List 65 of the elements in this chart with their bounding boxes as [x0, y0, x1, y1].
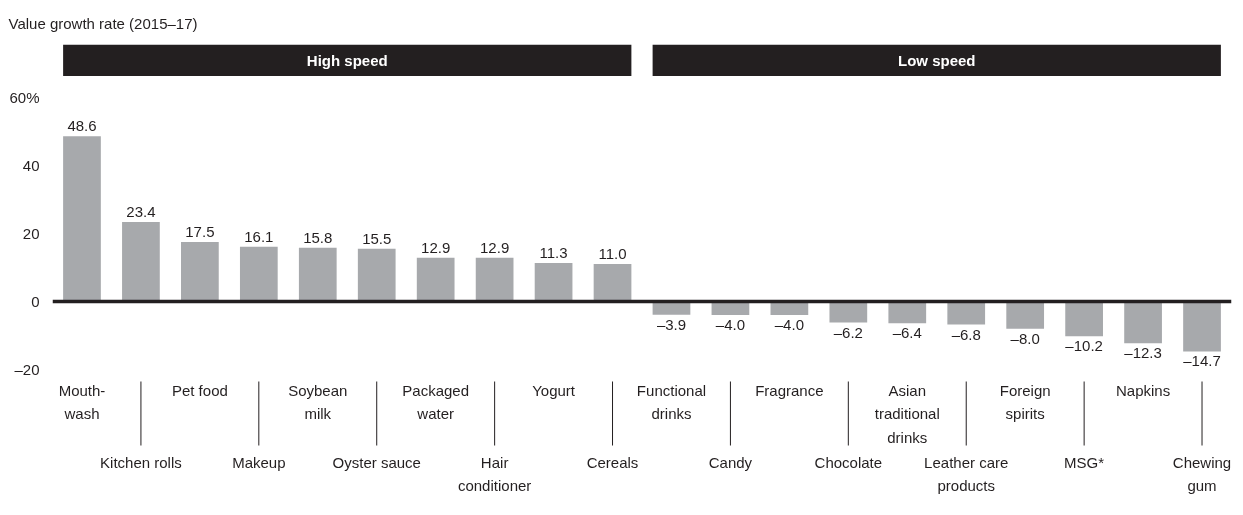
bar: [1124, 301, 1162, 344]
text: Low speed: [897, 52, 976, 69]
data-label: –14.7: [1183, 352, 1221, 370]
data-label: –12.3: [1124, 344, 1162, 362]
data-label: 16.1: [244, 227, 274, 245]
y-tick-label: 40: [22, 157, 40, 174]
data-label: 15.5: [362, 229, 392, 247]
bar: [947, 301, 986, 325]
data-label: –3.9: [656, 315, 687, 333]
data-label: –4.0: [774, 316, 804, 334]
data-label: 11.3: [539, 244, 568, 262]
x-tick-label: Asian traditional drinks: [874, 381, 940, 447]
x-tick-label: MSG*: [1064, 453, 1105, 471]
x-tick-label: Mouth- wash: [58, 381, 106, 423]
bar: [1065, 301, 1103, 337]
data-label: 12.9: [421, 238, 451, 256]
x-tick-label: Chewing gum: [1172, 453, 1232, 495]
x-tick-label: Makeup: [232, 453, 286, 471]
x-tick-label: Cereals: [586, 453, 639, 471]
x-tick-label: Oyster sauce: [332, 453, 421, 471]
data-label: –6.2: [833, 323, 863, 341]
bar: [357, 248, 396, 302]
y-tick-label: 20: [22, 225, 40, 242]
y-tick-label: –20: [14, 361, 40, 378]
data-label: 12.9: [480, 238, 510, 256]
y-tick-label: 60%: [9, 89, 40, 106]
x-tick-label: Soybean milk: [288, 381, 348, 423]
data-label: 15.8: [303, 228, 333, 246]
x-tick-label: Kitchen rolls: [100, 453, 182, 471]
x-tick-label: Candy: [708, 453, 753, 471]
y-tick-label: 0: [31, 293, 40, 310]
data-label: –8.0: [1010, 329, 1040, 347]
bar: [475, 257, 514, 302]
y-axis-title: Value growth rate (2015–17): [8, 15, 198, 32]
text: High speed: [306, 52, 388, 69]
bar: [534, 263, 573, 302]
data-label: –4.0: [715, 316, 746, 334]
x-tick-label: Functional drinks: [636, 381, 707, 423]
data-label: 23.4: [126, 202, 156, 220]
bar: [239, 246, 278, 302]
bar: [829, 301, 868, 323]
bar: [416, 257, 455, 302]
data-label: –6.4: [892, 324, 922, 342]
bar: [593, 264, 632, 302]
bar: [888, 301, 927, 324]
data-label: –10.2: [1065, 337, 1103, 355]
x-tick-label: Chocolate: [814, 453, 883, 471]
x-tick-label: Fragrance: [755, 381, 824, 399]
bar: [1183, 301, 1221, 352]
bar: [298, 247, 337, 302]
data-label: 48.6: [67, 117, 97, 135]
x-tick-label: Hair conditioner: [457, 453, 532, 495]
x-tick-label: Foreign spirits: [999, 381, 1051, 423]
x-tick-label: Napkins: [1115, 381, 1171, 399]
x-tick-label: Packaged water: [402, 381, 470, 423]
x-tick-label: Pet food: [171, 381, 228, 399]
data-label: –6.8: [951, 325, 981, 343]
bar: [1006, 301, 1045, 329]
x-tick-label: Leather care products: [924, 453, 1009, 495]
data-label: 17.5: [185, 223, 215, 240]
data-label: 11.0: [598, 245, 627, 263]
bar: [122, 221, 160, 302]
bar: [181, 242, 219, 302]
x-tick-label: Yogurt: [532, 381, 576, 399]
bar: [63, 136, 101, 302]
